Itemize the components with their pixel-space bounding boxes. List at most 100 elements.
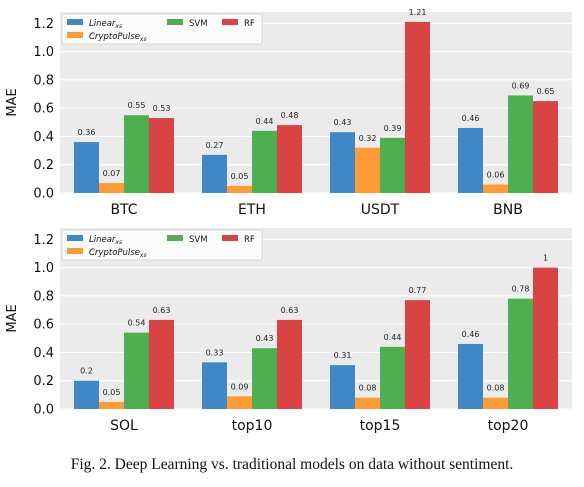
- bar-sol-s4: [149, 319, 174, 409]
- bar-eth-s4: [277, 125, 302, 193]
- figure: 0.0 0.2 0.4 0.6 0.8 1.0 1.2 MAE 0.36 0.07 0.55 0.53…: [5, 8, 572, 434]
- legend-svm-label: SVM: [189, 19, 208, 29]
- legend-linear-label: Linearxs: [89, 235, 122, 246]
- bar-sol-s1: [74, 380, 99, 409]
- chart-panel-1: 0.0 0.2 0.4 0.6 0.8 1.0 1.2 MAE 0.36 0.07 0.55 0.53…: [5, 8, 572, 218]
- legend-rf-label: RF: [244, 19, 255, 29]
- bar-top15-s1: [330, 365, 355, 409]
- x-tick-label: top15: [360, 418, 401, 434]
- bar-bnb-s4: [533, 101, 558, 193]
- data-label: 0.78: [512, 285, 530, 294]
- bar-btc-s3: [124, 115, 149, 193]
- legend-linear-swatch: [67, 235, 83, 241]
- x-tick-label: BTC: [110, 202, 137, 218]
- bar-btc-s2: [99, 183, 124, 193]
- data-label: 0.06: [487, 171, 505, 180]
- bar-btc-s4: [149, 118, 174, 193]
- y-tick-label: 1.0: [33, 261, 54, 276]
- legend-rf-swatch: [222, 19, 238, 25]
- data-label: 0.43: [334, 118, 352, 127]
- bar-top15-s4: [405, 300, 430, 409]
- bar-usdt-s1: [330, 132, 355, 193]
- data-label: 0.53: [153, 104, 171, 113]
- y-tick-label: 0.4: [33, 346, 54, 361]
- bar-bnb-s3: [508, 95, 533, 193]
- bar-top15-s2: [355, 397, 380, 409]
- data-label: 0.09: [231, 382, 249, 391]
- bar-top10-s4: [277, 319, 302, 409]
- y-tick-label: 0.8: [33, 289, 54, 304]
- legend-cryptopulse-label: CryptoPulsexs: [89, 32, 147, 43]
- data-label: 0.44: [256, 117, 274, 126]
- y-axis-label: MAE: [5, 88, 20, 116]
- bar-top20-s3: [508, 298, 533, 409]
- bar-usdt-s2: [355, 147, 380, 193]
- x-tick-label: ETH: [238, 202, 266, 218]
- bar-btc-s1: [74, 142, 99, 193]
- data-label: 0.07: [103, 169, 121, 178]
- legend-cryptopulse-swatch: [67, 32, 83, 38]
- x-tick-label: SOL: [110, 418, 138, 434]
- legend-cryptopulse-swatch: [67, 248, 83, 254]
- data-label: 1.21: [409, 8, 427, 17]
- data-label: 0.69: [512, 81, 530, 90]
- x-tick-label: BNB: [493, 202, 523, 218]
- bar-top10-s3: [252, 348, 277, 409]
- data-label: 0.63: [281, 306, 299, 315]
- y-tick-label: 1.2: [33, 233, 54, 248]
- bar-top20-s4: [533, 267, 558, 409]
- bar-usdt-s3: [380, 137, 405, 193]
- data-label: 0.33: [206, 348, 224, 357]
- data-label: 0.05: [231, 172, 249, 181]
- chart-panel-2: 0.0 0.2 0.4 0.6 0.8 1.0 1.2 MAE 0.2 0.05 0.54 0.63 S…: [5, 228, 572, 434]
- data-label: 0.65: [537, 87, 555, 96]
- data-label: 0.39: [384, 124, 402, 133]
- data-label: 1: [543, 254, 548, 263]
- y-tick-label: 1.0: [33, 45, 54, 60]
- y-tick-label: 0.2: [33, 374, 54, 389]
- bar-top20-s1: [458, 343, 483, 409]
- data-label: 0.54: [128, 319, 146, 328]
- bar-sol-s3: [124, 332, 149, 409]
- legend-cryptopulse-label: CryptoPulsexs: [89, 248, 147, 259]
- legend-box: [61, 229, 263, 261]
- data-label: 0.48: [281, 111, 299, 120]
- data-label: 0.43: [256, 334, 274, 343]
- bar-top15-s3: [380, 346, 405, 409]
- y-tick-label: 0.8: [33, 73, 54, 88]
- figure-caption: Fig. 2. Deep Learning vs. traditional mo…: [70, 456, 514, 473]
- y-tick-label: 0.6: [33, 102, 54, 117]
- x-tick-label: top20: [488, 418, 529, 434]
- y-axis-label: MAE: [5, 304, 20, 332]
- y-tick-label: 0.0: [33, 187, 54, 202]
- data-label: 0.46: [462, 330, 480, 339]
- data-label: 0.31: [334, 351, 352, 360]
- legend-svm-label: SVM: [189, 235, 208, 245]
- y-tick-label: 0.4: [33, 130, 54, 145]
- bar-top10-s1: [202, 362, 227, 409]
- bar-top20-s2: [483, 397, 508, 409]
- data-label: 0.55: [128, 101, 146, 110]
- y-tick-label: 0.2: [33, 158, 54, 173]
- bar-eth-s3: [252, 130, 277, 193]
- data-label: 0.46: [462, 114, 480, 123]
- data-label: 0.27: [206, 141, 224, 150]
- data-label: 0.36: [78, 128, 96, 137]
- x-tick-label: top10: [232, 418, 273, 434]
- bar-top10-s2: [227, 396, 252, 409]
- data-label: 0.63: [153, 306, 171, 315]
- data-label: 0.2: [80, 367, 93, 376]
- legend-rf-swatch: [222, 235, 238, 241]
- y-tick-label: 0.6: [33, 318, 54, 333]
- bar-usdt-s4: [405, 21, 430, 193]
- bar-eth-s2: [227, 185, 252, 193]
- bar-sol-s2: [99, 401, 124, 409]
- data-label: 0.32: [359, 134, 377, 143]
- data-label: 0.08: [487, 384, 505, 393]
- data-label: 0.08: [359, 384, 377, 393]
- bar-eth-s1: [202, 154, 227, 193]
- bar-bnb-s2: [483, 184, 508, 193]
- data-label: 0.77: [409, 286, 427, 295]
- x-tick-label: USDT: [361, 202, 400, 218]
- y-tick-label: 1.2: [33, 17, 54, 32]
